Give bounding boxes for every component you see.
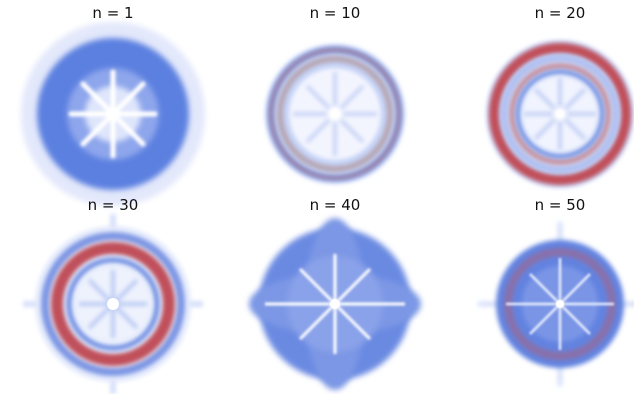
density-image: [265, 44, 405, 184]
density-image: [249, 218, 421, 390]
panel-title: n = 1: [92, 4, 134, 22]
density-image: [21, 22, 205, 206]
density-image: [478, 222, 634, 386]
panel-title: n = 10: [309, 4, 361, 22]
density-image: [486, 40, 634, 188]
density-image: [23, 214, 203, 394]
panel-title: n = 50: [534, 196, 586, 214]
panel-title: n = 30: [87, 196, 139, 214]
panel-title: n = 40: [309, 196, 361, 214]
panel-title: n = 20: [534, 4, 586, 22]
